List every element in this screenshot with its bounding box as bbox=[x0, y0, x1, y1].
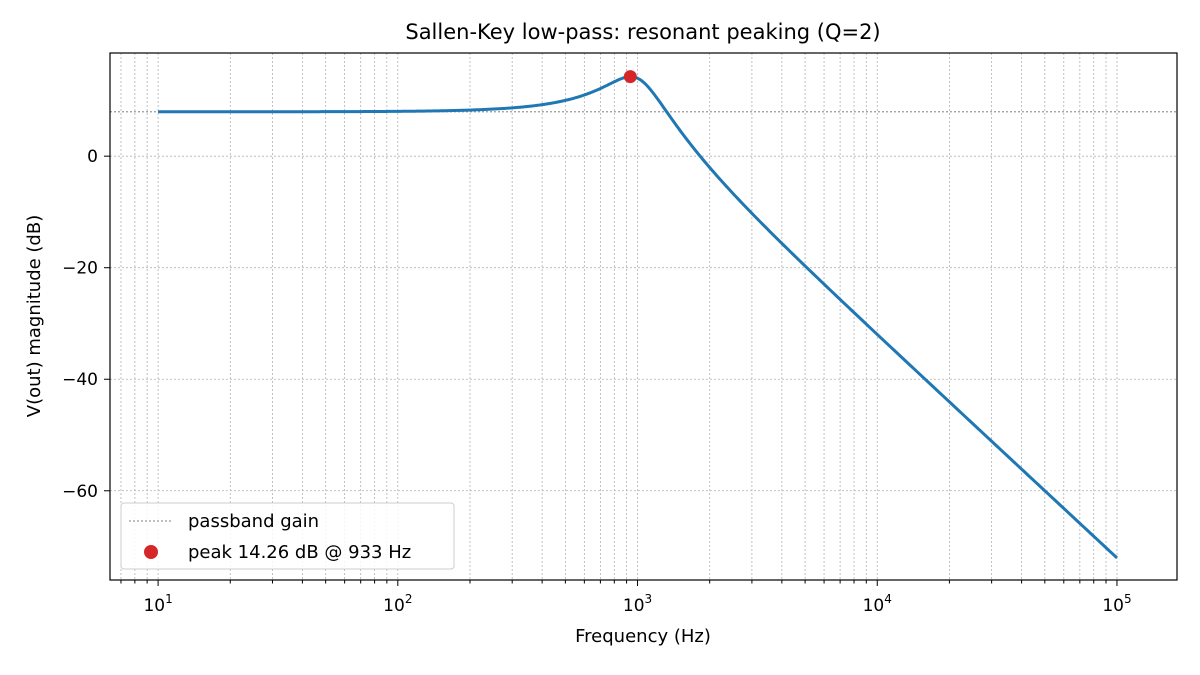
legend-marker-peak bbox=[144, 545, 158, 559]
x-tick-label: 105 bbox=[1102, 592, 1131, 616]
y-tick-label: −60 bbox=[62, 482, 98, 502]
y-tick-label: −20 bbox=[62, 259, 98, 279]
legend: passband gain peak 14.26 dB @ 933 Hz bbox=[120, 502, 455, 570]
y-axis-title: V(out) magnitude (dB) bbox=[24, 215, 45, 417]
plot-frame bbox=[109, 52, 1178, 581]
plot-data bbox=[110, 70, 1177, 560]
legend-label-passband: passband gain bbox=[188, 511, 319, 532]
x-tick-label: 103 bbox=[623, 592, 652, 616]
chart-title: Sallen-Key low-pass: resonant peaking (Q… bbox=[405, 20, 880, 44]
y-tick-label: −40 bbox=[62, 370, 98, 390]
legend-box bbox=[120, 502, 455, 570]
x-tick-label: 101 bbox=[143, 592, 172, 616]
magnitude-response-line bbox=[158, 75, 1118, 560]
x-axis-title: Frequency (Hz) bbox=[575, 626, 711, 647]
grid bbox=[110, 53, 1177, 580]
legend-label-peak: peak 14.26 dB @ 933 Hz bbox=[188, 542, 411, 563]
x-tick-label: 104 bbox=[863, 592, 892, 616]
axis-ticks: 101 102 103 104 105 0 −20 −40 −60 bbox=[62, 147, 1132, 616]
peak-marker bbox=[623, 70, 637, 84]
y-tick-label: 0 bbox=[87, 147, 98, 167]
x-tick-label: 102 bbox=[383, 592, 412, 616]
